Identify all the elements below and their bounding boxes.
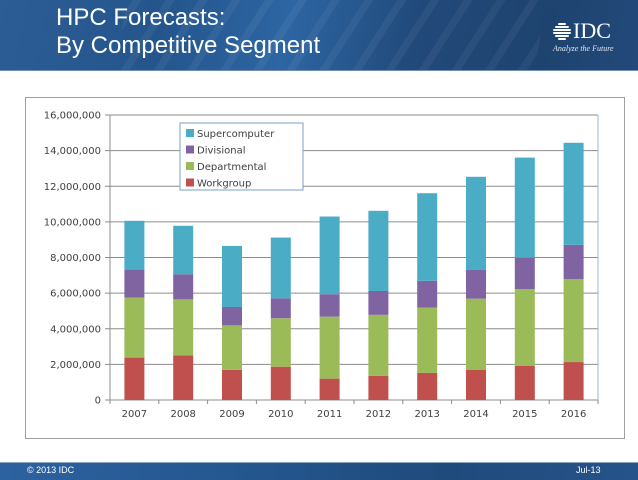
y-tick-label: 4,000,000 (50, 324, 101, 335)
title-line-2: By Competitive Segment (56, 32, 321, 59)
x-tick-label: 2013 (414, 409, 439, 420)
bar-workgroup-2010 (270, 366, 291, 400)
bar-divisional-2012 (368, 290, 389, 315)
y-tick-label: 8,000,000 (50, 253, 101, 264)
bar-supercomputer-2013 (417, 193, 438, 281)
chart-frame: 0 2,000,000 4,000,000 6,000,000 8,000,000 10,… (25, 97, 625, 439)
bar-workgroup-2012 (368, 375, 389, 400)
y-tick-label: 14,000,000 (44, 146, 101, 157)
bar-supercomputer-2007 (124, 220, 145, 270)
legend-label-departmental: Departmental (197, 162, 266, 173)
x-tick-label: 2014 (463, 409, 488, 420)
bar-supercomputer-2012 (368, 210, 389, 291)
bar-departmental-2009 (222, 325, 242, 370)
legend-swatch-workgroup (186, 178, 194, 187)
y-tick-label: 16,000,000 (44, 111, 101, 122)
bar-workgroup-2013 (417, 372, 438, 400)
bar-departmental-2007 (124, 297, 145, 358)
x-tick-label: 2008 (170, 409, 195, 420)
bar-divisional-2007 (124, 269, 145, 298)
bar-workgroup-2016 (563, 362, 584, 400)
slide-title: HPC Forecasts: By Competitive Segment (56, 4, 320, 60)
bar-supercomputer-2016 (563, 142, 584, 245)
bar-workgroup-2007 (124, 357, 145, 400)
legend-label-workgroup: Workgroup (197, 179, 251, 190)
bar-departmental-2013 (417, 307, 438, 373)
legend-swatch-supercomputer (186, 129, 194, 137)
bar-workgroup-2011 (319, 378, 340, 400)
bar-departmental-2012 (368, 314, 389, 376)
bar-divisional-2009 (222, 307, 242, 326)
idc-logo: IDC Analyze the Future (553, 19, 633, 59)
y-tick-label: 6,000,000 (50, 289, 101, 300)
bar-divisional-2015 (514, 257, 535, 290)
bar-workgroup-2008 (173, 355, 194, 400)
legend-swatch-departmental (186, 162, 194, 170)
legend-box (179, 122, 304, 191)
bar-departmental-2014 (466, 298, 486, 370)
bar-departmental-2015 (514, 289, 535, 366)
bar-divisional-2011 (319, 294, 340, 317)
bar-supercomputer-2009 (222, 245, 242, 308)
bar-supercomputer-2014 (466, 176, 486, 270)
globe-stripes-icon (553, 23, 571, 40)
logo-wordmark: IDC (573, 18, 611, 43)
y-tick-label: 10,000,000 (44, 217, 101, 228)
slide-header: HPC Forecasts: By Competitive Segment ID… (0, 0, 638, 71)
bar-departmental-2011 (319, 316, 340, 379)
copyright-text: © 2013 IDC (27, 465, 75, 475)
y-tick-label: 0 (95, 396, 101, 407)
x-tick-label: 2007 (122, 409, 147, 420)
slide-footer: © 2013 IDC Jul-13 (0, 462, 638, 480)
legend-swatch-divisional (186, 145, 194, 154)
x-tick-label: 2016 (561, 409, 586, 420)
y-tick-label: 2,000,000 (50, 360, 101, 371)
bar-divisional-2010 (270, 298, 291, 319)
legend-label-divisional: Divisional (197, 146, 246, 157)
legend-label-supercomputer: Supercomputer (197, 129, 275, 140)
stacked-bar-chart: 0 2,000,000 4,000,000 6,000,000 8,000,000 10,… (44, 111, 599, 420)
x-tick-label: 2009 (219, 409, 244, 420)
bar-departmental-2008 (173, 299, 194, 356)
x-tick-label: 2015 (512, 409, 537, 420)
y-tick-label: 12,000,000 (44, 182, 101, 193)
bar-supercomputer-2008 (173, 225, 194, 275)
logo-tagline: Analyze the Future (553, 44, 614, 53)
bar-divisional-2013 (417, 280, 438, 308)
x-tick-label: 2012 (366, 409, 391, 420)
bar-supercomputer-2015 (514, 157, 535, 258)
x-tick-label: 2010 (268, 409, 293, 420)
title-line-1: HPC Forecasts: (56, 4, 226, 31)
bar-supercomputer-2011 (319, 216, 340, 295)
x-tick-label: 2011 (317, 409, 342, 420)
bar-workgroup-2009 (222, 369, 242, 400)
bar-departmental-2016 (563, 279, 584, 363)
footer-date: Jul-13 (576, 465, 601, 475)
bar-workgroup-2015 (514, 365, 535, 400)
bar-supercomputer-2010 (270, 237, 291, 299)
bar-departmental-2010 (270, 318, 291, 367)
bar-divisional-2014 (466, 269, 486, 299)
bar-divisional-2008 (173, 274, 194, 300)
bar-divisional-2016 (563, 244, 584, 280)
bar-workgroup-2014 (466, 369, 486, 400)
